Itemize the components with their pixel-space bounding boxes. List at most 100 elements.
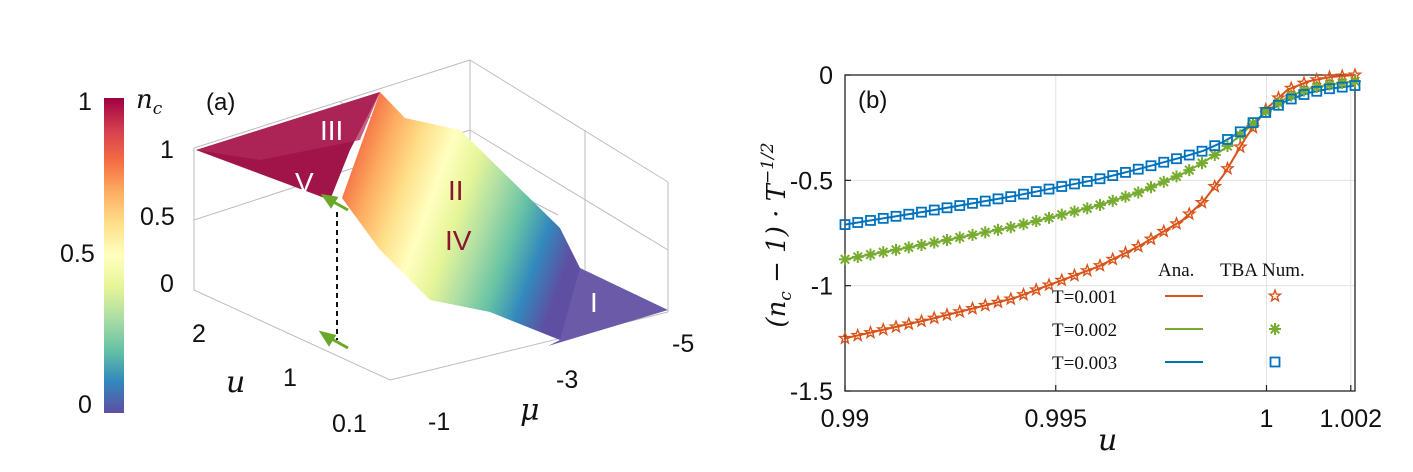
y-tick-label-1: -0.5 — [790, 167, 833, 195]
panel-a-label: (a) — [206, 89, 235, 116]
series-0-marker-10 — [965, 300, 980, 315]
series-2-marker-14 — [1018, 188, 1029, 200]
series-2-marker-1 — [852, 217, 864, 228]
series-2-marker-5 — [903, 208, 915, 220]
series-0-marker-13 — [1003, 291, 1019, 306]
mu-tick--3: -3 — [556, 366, 578, 394]
series-0-marker-2 — [863, 324, 878, 339]
series-2-marker-22 — [1120, 166, 1131, 178]
surface-flat-bottom — [548, 268, 668, 346]
series-0-marker-5 — [901, 316, 917, 331]
legend-entry-1: T=0.002 — [1052, 320, 1117, 341]
series-0-marker-20 — [1092, 257, 1108, 272]
series-2-marker-6 — [916, 206, 927, 218]
legend: Ana. TBA Num. T=0.001 T=0.002 T=0.003 — [1052, 260, 1305, 374]
series-0-marker-6 — [914, 313, 929, 328]
z-tick-1: 1 — [160, 136, 174, 164]
series-0-marker-15 — [1028, 281, 1044, 297]
u-axis-label: u — [226, 365, 245, 400]
series-1-marker-4 — [890, 243, 902, 256]
series-2-marker-7 — [928, 204, 940, 216]
surface-main — [342, 92, 598, 340]
series-2-marker-13 — [1005, 191, 1017, 203]
series-markers — [837, 67, 1363, 345]
series-1-marker-20 — [1094, 198, 1106, 211]
series-2-marker-33 — [1260, 107, 1272, 118]
surface — [196, 92, 668, 346]
arrow-down-icon — [318, 330, 349, 350]
u-tick-0.1: 0.1 — [332, 410, 367, 438]
legend-header-num: Num. — [1262, 260, 1305, 281]
series-1-marker-10 — [966, 228, 979, 241]
series-2-marker-30 — [1222, 134, 1233, 145]
series-0-marker-23 — [1130, 238, 1146, 253]
series-0-marker-29 — [1207, 178, 1223, 193]
legend-marker-2 — [1269, 356, 1281, 368]
series-1-marker-23 — [1132, 186, 1145, 199]
series-1-marker-24 — [1145, 181, 1157, 194]
series-2-marker-19 — [1081, 176, 1093, 187]
series-2-marker-24 — [1145, 160, 1157, 172]
series-2-marker-35 — [1285, 93, 1297, 105]
x-axis-label: u — [1098, 423, 1117, 458]
panel-a: 1 0.5 0 nc (a) III V II — [60, 59, 694, 438]
series-0-marker-26 — [1169, 215, 1184, 231]
series-0-marker-7 — [926, 310, 942, 325]
series-2-marker-10 — [967, 197, 978, 209]
series-0-marker-18 — [1067, 267, 1082, 282]
series-1-marker-21 — [1106, 194, 1119, 207]
series-2-marker-4 — [890, 210, 902, 222]
series-1-marker-8 — [941, 233, 953, 246]
y-tick-label-2: -1 — [811, 273, 833, 301]
series-2-marker-40 — [1349, 80, 1361, 91]
series-1-marker-12 — [992, 223, 1004, 236]
y-tick-label-0: 0 — [819, 62, 833, 90]
mu-tick--5: -5 — [672, 330, 694, 358]
series-2-marker-20 — [1094, 173, 1106, 185]
legend-header-tba: TBA — [1220, 260, 1258, 281]
series-2-marker-26 — [1171, 153, 1182, 165]
series-2-marker-31 — [1234, 126, 1246, 138]
series-2-marker-15 — [1030, 186, 1042, 198]
series-0-marker-1 — [850, 327, 866, 342]
series-0-marker-21 — [1105, 251, 1121, 266]
series-2-marker-16 — [1043, 183, 1055, 195]
x-tick-label-2: 1 — [1260, 405, 1274, 433]
series-2-marker-32 — [1247, 117, 1259, 129]
series-2-marker-18 — [1069, 178, 1080, 190]
series-1-marker-19 — [1081, 202, 1094, 215]
series-2-marker-17 — [1056, 181, 1068, 192]
x-tick-label-0: 0.99 — [821, 405, 870, 433]
x-tick-label-3: 1.002 — [1320, 405, 1383, 433]
series-1-marker-18 — [1068, 205, 1081, 218]
series-1-marker-5 — [902, 241, 915, 254]
x-tick-label-1: 0.995 — [1024, 405, 1087, 433]
legend-marker-0 — [1267, 288, 1283, 303]
series-0-marker-0 — [837, 330, 853, 345]
series-0-marker-8 — [939, 307, 955, 322]
u-tick-1: 1 — [283, 364, 297, 392]
series-1-marker-15 — [1030, 215, 1043, 228]
region-III: III — [320, 115, 343, 146]
series-1-marker-9 — [953, 231, 966, 244]
region-IV: IV — [445, 225, 472, 256]
series-1-marker-0 — [839, 253, 851, 266]
legend-entry-2: T=0.003 — [1052, 353, 1117, 374]
series-2-marker-23 — [1132, 163, 1144, 175]
series-2-marker-2 — [865, 215, 876, 226]
series-2-marker-11 — [979, 195, 991, 207]
region-I: I — [590, 287, 598, 318]
series-2-marker-3 — [877, 212, 889, 224]
mu-axis-label: μ — [520, 393, 540, 428]
series-2-marker-8 — [941, 202, 953, 214]
series-0-marker-19 — [1079, 262, 1095, 278]
colorbar-title: nc — [136, 85, 163, 119]
series-2-marker-28 — [1196, 145, 1208, 157]
series-1-marker-14 — [1017, 218, 1030, 231]
series-1-marker-7 — [928, 236, 941, 249]
panel-b-label: (b) — [858, 87, 887, 114]
series-1-marker-25 — [1157, 175, 1170, 188]
region-V: V — [295, 167, 314, 198]
arrow-up-icon — [320, 193, 349, 212]
